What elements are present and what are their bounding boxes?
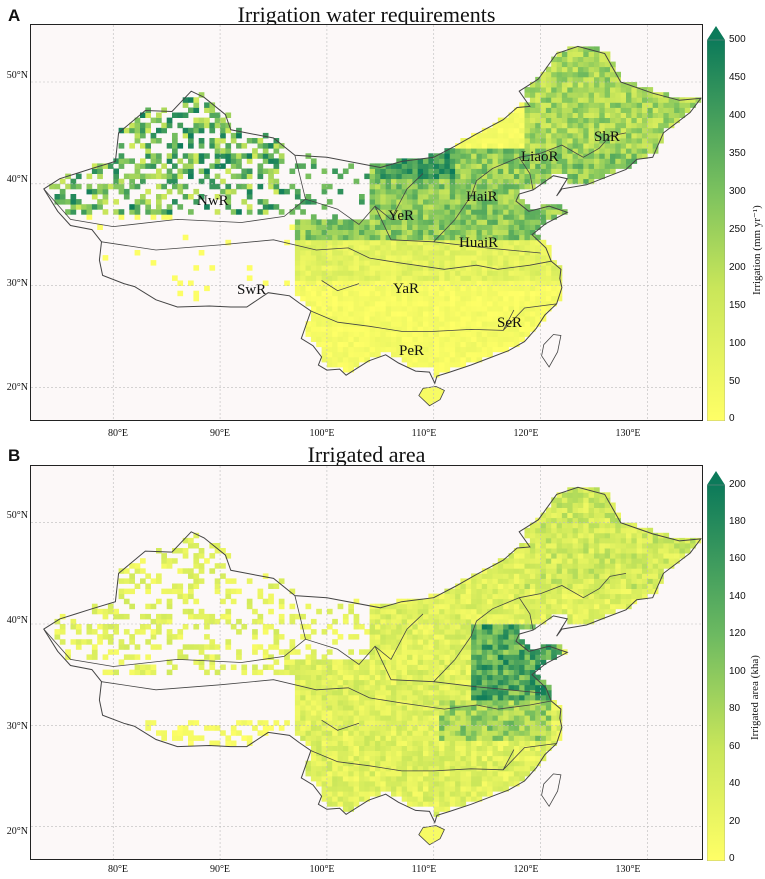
colorbar-tick: 80 xyxy=(729,703,741,714)
colorbar-tick: 40 xyxy=(729,778,741,789)
colorbar-tick: 160 xyxy=(729,553,746,564)
basin-boundary xyxy=(433,156,520,243)
panel-letter: A xyxy=(8,6,21,25)
colorbar-tick: 500 xyxy=(729,34,746,45)
lon-tick: 90°E xyxy=(209,428,231,439)
lat-tick: 30°N xyxy=(6,278,28,289)
country-outline xyxy=(43,45,702,385)
region-label-yer: YeR xyxy=(388,208,414,224)
lat-tick: 50°N xyxy=(6,70,28,81)
region-label-nwr: NwR xyxy=(197,193,229,209)
colorbar-tick: 180 xyxy=(729,516,746,527)
basin-boundary xyxy=(519,132,627,158)
lon-tick: 80°E xyxy=(107,864,129,875)
lat-tick: 30°N xyxy=(6,721,28,732)
colorbar-tick: 0 xyxy=(729,413,735,424)
basin-boundary xyxy=(374,646,541,694)
colorbar-extend-arrow xyxy=(707,471,725,485)
basin-boundary xyxy=(101,679,370,699)
lat-tick: 40°N xyxy=(6,615,28,626)
basin-boundary xyxy=(43,628,306,667)
basin-boundary xyxy=(294,155,424,226)
region-label-hair: HaiR xyxy=(466,189,498,205)
basin-boundary xyxy=(433,597,520,682)
lon-tick: 100°E xyxy=(309,428,335,439)
lon-tick: 130°E xyxy=(615,864,641,875)
lon-tick: 100°E xyxy=(309,864,335,875)
region-label-per: PeR xyxy=(399,343,425,359)
colorbar-tick: 140 xyxy=(729,591,746,602)
basin-boundary xyxy=(518,157,534,190)
region-label-liaor: LiaoR xyxy=(521,149,559,165)
panel-a: A Irrigation water requirements NwR YeR … xyxy=(0,0,765,439)
basin-boundary xyxy=(369,257,552,270)
region-label-shr: ShR xyxy=(594,129,620,145)
basin-boundary xyxy=(321,719,360,731)
panel-letter: B xyxy=(8,446,21,465)
basin-boundary xyxy=(101,239,370,259)
colorbar-extend-arrow xyxy=(707,26,725,40)
region-label-swr: SwR xyxy=(237,282,267,298)
map-b-canvas xyxy=(31,466,702,859)
lon-tick: 130°E xyxy=(615,428,641,439)
lat-tick: 20°N xyxy=(6,382,28,393)
colorbar-label: Irrigated area (kha) xyxy=(749,655,761,740)
basin-boundary xyxy=(519,573,627,599)
lon-tick: 120°E xyxy=(513,428,539,439)
colorbar-b xyxy=(707,471,725,861)
colorbar-tick: 250 xyxy=(729,224,746,235)
lat-tick: 50°N xyxy=(6,510,28,521)
lon-tick: 110°E xyxy=(411,864,437,875)
colorbar-tick: 0 xyxy=(729,853,735,864)
map-a: NwR YeR HaiR LiaoR ShR HuaiR SwR YaR SeR… xyxy=(30,24,703,421)
colorbar-tick: 20 xyxy=(729,816,741,827)
colorbar-tick: 300 xyxy=(729,186,746,197)
colorbar-a xyxy=(707,26,725,421)
colorbar-label: Irrigation (mm yr⁻¹) xyxy=(751,205,763,295)
colorbar-tick: 60 xyxy=(729,741,741,752)
country-outline xyxy=(43,486,702,824)
map-b xyxy=(30,465,703,860)
panel-title: Irrigation water requirements xyxy=(237,2,496,27)
lat-tick: 20°N xyxy=(6,826,28,837)
colorbar-tick: 400 xyxy=(729,110,746,121)
colorbar-tick: 150 xyxy=(729,300,746,311)
taiwan-outline xyxy=(541,773,562,808)
basin-boundary xyxy=(518,597,534,631)
basin-boundary xyxy=(321,280,360,292)
colorbar-tick: 450 xyxy=(729,72,746,83)
lon-tick: 110°E xyxy=(411,428,437,439)
colorbar-tick: 100 xyxy=(729,338,746,349)
basin-boundary xyxy=(310,743,557,772)
lat-tick: 40°N xyxy=(6,174,28,185)
colorbar-tick: 120 xyxy=(729,628,746,639)
grid-cells xyxy=(49,46,702,378)
lon-tick: 80°E xyxy=(107,428,129,439)
colorbar-tick: 50 xyxy=(729,376,741,387)
colorbar-tick: 200 xyxy=(729,479,746,490)
basin-boundary xyxy=(310,303,557,332)
lon-tick: 120°E xyxy=(513,864,539,875)
panel-b: B Irrigated area 50°N 40°N 30°N 20°N 80°… xyxy=(0,440,765,879)
taiwan-outline xyxy=(541,334,562,368)
basin-boundary xyxy=(369,697,552,710)
basin-boundary xyxy=(294,595,424,666)
map-a-canvas xyxy=(31,25,702,420)
basin-boundary xyxy=(374,206,541,254)
graticule xyxy=(31,25,702,420)
colorbar-tick: 100 xyxy=(729,666,746,677)
basin-boundary xyxy=(43,188,306,228)
colorbar-tick: 200 xyxy=(729,262,746,273)
basin-boundary xyxy=(502,309,515,331)
grid-cells xyxy=(54,487,702,817)
region-label-yar: YaR xyxy=(393,281,419,297)
lon-tick: 90°E xyxy=(209,864,231,875)
colorbar-tick: 350 xyxy=(729,148,746,159)
basin-boundary xyxy=(502,749,515,770)
panel-title: Irrigated area xyxy=(307,442,426,467)
region-label-ser: SeR xyxy=(497,315,523,331)
region-label-huair: HuaiR xyxy=(459,235,499,251)
